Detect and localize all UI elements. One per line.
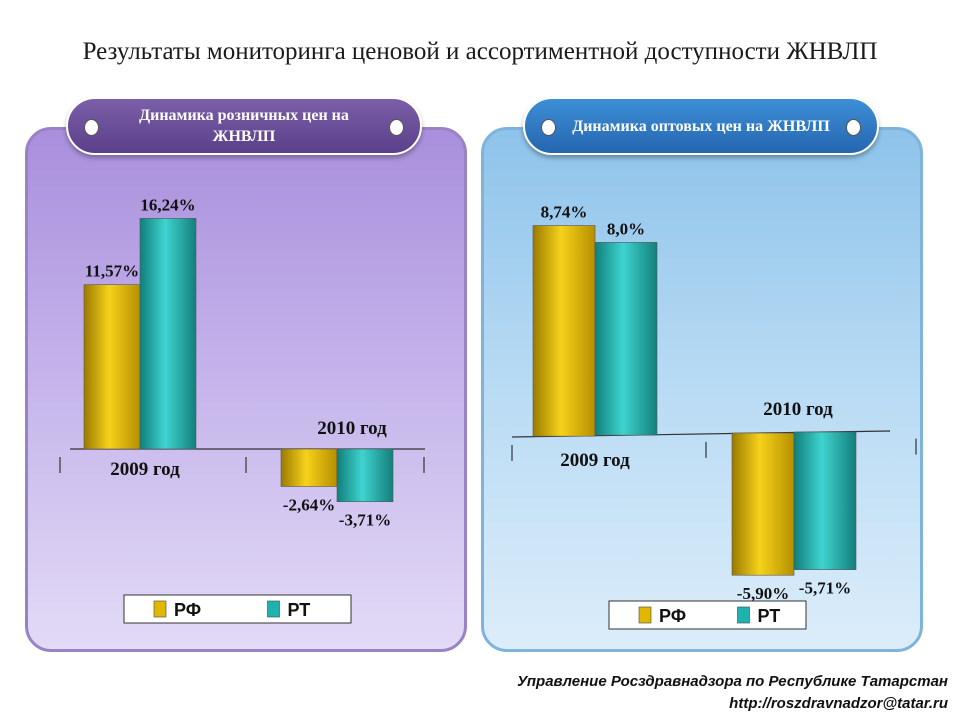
wholesale-bar-rf-1	[731, 432, 795, 576]
wholesale-data-label-rf-1: -5,90%	[737, 584, 789, 603]
wholesale-bar-rt-1	[793, 431, 857, 570]
retail-bar-rt-0	[139, 218, 197, 450]
retail-chart-title-text: Динамика розничных цен на ЖНВЛП	[139, 107, 349, 145]
wholesale-legend	[608, 600, 807, 630]
retail-chart-title: Динамика розничных цен на ЖНВЛП	[66, 97, 422, 155]
wholesale-legend-swatch-rt	[737, 606, 750, 624]
pill-dot-icon	[84, 119, 99, 136]
pill-dot-icon	[846, 119, 861, 136]
footer-organization: Управление Росздравнадзора по Республике…	[517, 673, 948, 690]
wholesale-category-label-0: 2009 год	[560, 450, 630, 471]
page-title: Результаты мониторинга ценовой и ассорти…	[82, 38, 878, 65]
retail-data-label-rt-0: 16,24%	[140, 195, 195, 214]
wholesale-category-label-1: 2010 год	[763, 399, 833, 420]
retail-data-label-rt-1: -3,71%	[339, 511, 391, 530]
retail-data-label-rf-1: -2,64%	[283, 495, 335, 514]
retail-bar-rf-1	[280, 448, 338, 487]
wholesale-data-label-rt-1: -5,71%	[799, 579, 851, 598]
retail-legend-label-rt: РТ	[288, 600, 311, 620]
wholesale-data-label-rf-0: 8,74%	[541, 203, 588, 222]
pill-dot-icon	[541, 119, 556, 136]
footer-url: http://roszdravnadzor@tatar.ru	[729, 695, 948, 712]
retail-data-label-rf-0: 11,57%	[85, 262, 139, 281]
wholesale-legend-label-rf: РФ	[659, 606, 686, 626]
retail-category-label-0: 2009 год	[110, 459, 180, 480]
retail-legend-label-rf: РФ	[174, 600, 201, 620]
wholesale-data-label-rt-0: 8,0%	[607, 219, 645, 238]
wholesale-legend-swatch-rf	[638, 606, 652, 624]
wholesale-bar-rf-0	[532, 225, 596, 437]
wholesale-bar-rt-0	[594, 242, 658, 436]
retail-category-label-1: 2010 год	[317, 418, 387, 439]
wholesale-chart-title: Динамика оптовых цен на ЖНВЛП	[523, 97, 879, 155]
retail-legend-swatch-rf	[153, 600, 167, 618]
retail-bar-rf-0	[83, 284, 141, 450]
pill-dot-icon	[389, 119, 404, 136]
retail-legend-swatch-rt	[267, 600, 280, 618]
retail-bar-rt-1	[336, 448, 394, 502]
wholesale-legend-label-rt: РТ	[758, 606, 781, 626]
wholesale-chart-title-text: Динамика оптовых цен на ЖНВЛП	[572, 117, 830, 135]
